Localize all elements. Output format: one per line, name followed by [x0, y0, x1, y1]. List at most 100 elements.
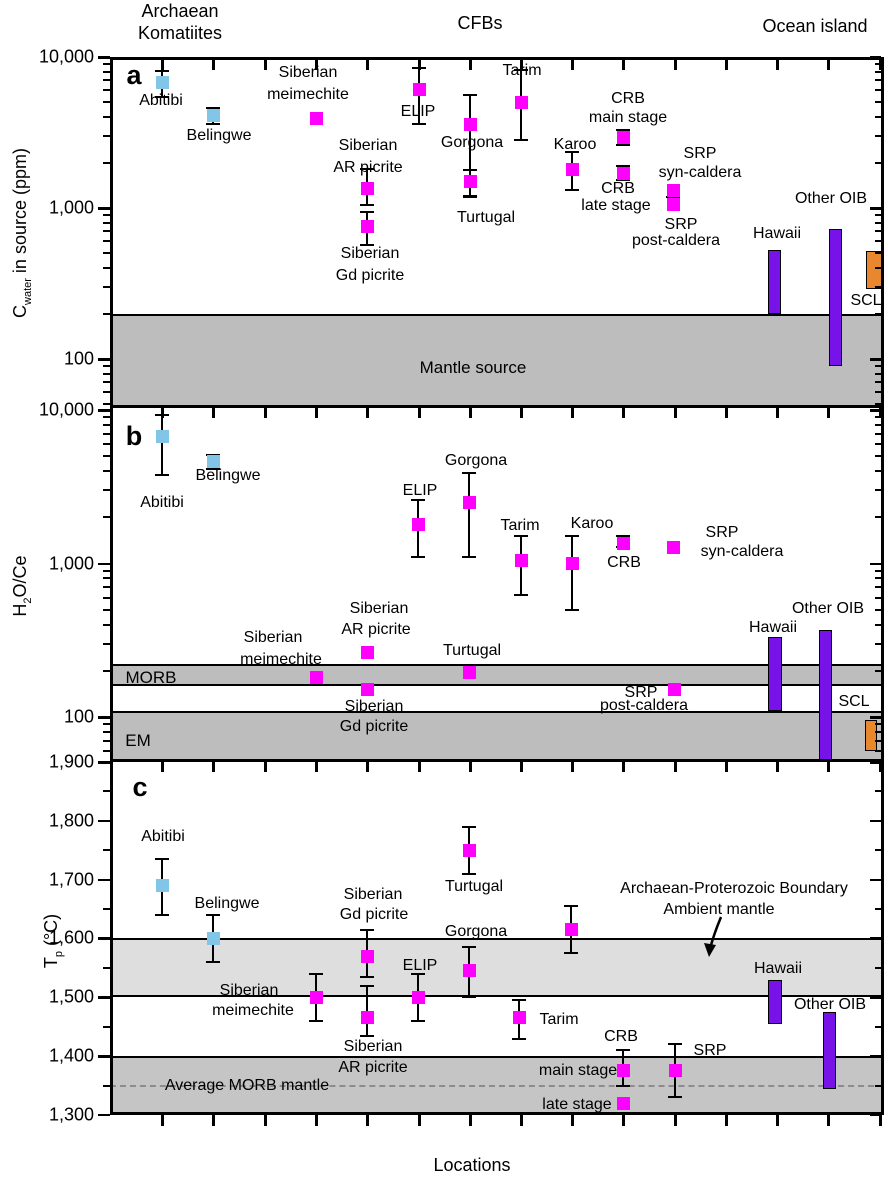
- label-morb: MORB: [125, 668, 177, 687]
- errorbar-cap-bottom-tarim: [514, 139, 528, 142]
- point-srp-post-caldera: [666, 197, 680, 211]
- label-belingwe: Belingwe: [186, 127, 252, 144]
- ytick-label-a-1-000: 1,000: [48, 197, 94, 218]
- ytick-minor-left-a-20: [103, 364, 110, 367]
- ytick-minor-left-b-6: [103, 423, 110, 426]
- ytick-minor-right-a-2: [875, 116, 881, 119]
- ytick-minor-right-c-1: [875, 849, 881, 852]
- ytick-minor-right-b-4: [875, 443, 881, 446]
- ytick-major-left-a-100: [98, 358, 110, 361]
- label-belingwe: Belingwe: [194, 895, 260, 912]
- errorbar-cap-top-karoo: [565, 150, 579, 153]
- xtick-top-b-8: [570, 408, 574, 418]
- ytick-minor-left-a-8: [103, 312, 110, 315]
- label-siberian: Siberian: [343, 886, 403, 903]
- ytick-major-left-c-1-500: [98, 996, 110, 999]
- xtick-top-c-5: [417, 762, 421, 772]
- label-meimechite: meimechite: [240, 651, 322, 668]
- range-bar-other-oib: [829, 228, 842, 366]
- label-srp: SRP: [693, 1042, 727, 1059]
- label-other-oib: Other OIB: [791, 600, 865, 617]
- ytick-minor-left-a-5: [103, 79, 110, 82]
- label-siberian: Siberian: [343, 1038, 403, 1055]
- label-crb: CRB: [601, 180, 635, 197]
- ytick-minor-right-a-17: [875, 391, 881, 394]
- ytick-label-c-1-400: 1,400: [48, 1045, 94, 1066]
- point-belingwe: [206, 931, 220, 945]
- ytick-minor-left-a-11: [103, 252, 110, 255]
- ytick-minor-left-a-12: [103, 240, 110, 243]
- ytick-minor-right-a-0: [875, 161, 881, 164]
- ytick-minor-left-b-7: [103, 416, 110, 419]
- xtick-top-b-4: [365, 408, 369, 418]
- xtick-top-b-12: [775, 408, 779, 418]
- label-siberian: Siberian: [349, 600, 409, 617]
- ytick-major-right-c-1-500: [870, 996, 881, 999]
- label-srp: SRP: [624, 684, 658, 701]
- point-karoo: [565, 163, 579, 177]
- ytick-minor-right-b-14: [875, 577, 881, 580]
- point-tarim: [512, 1011, 526, 1025]
- xtick-top-a-10: [673, 60, 677, 70]
- errorbar-cap-top-crb-late-stage: [616, 164, 630, 167]
- ytick-minor-right-b-5: [875, 432, 881, 435]
- ytick-minor-left-a-18: [103, 381, 110, 384]
- label-late-stage: late stage: [542, 1096, 612, 1113]
- xtick-top-c-6: [468, 762, 472, 772]
- xtick-top-c-9: [621, 762, 625, 772]
- errorbar-cap-bottom-siberian-gd-picrite: [360, 243, 374, 246]
- label-gorgona: Gorgona: [444, 452, 508, 469]
- ytick-minor-right-b-2: [875, 470, 881, 473]
- x-axis-title: Locations: [433, 1155, 511, 1175]
- label-siberian: Siberian: [344, 698, 404, 715]
- ytick-major-left-c-1-400: [98, 1055, 110, 1058]
- point-srp-syn-caldera: [666, 540, 680, 554]
- xtick-top-c-8: [570, 762, 574, 772]
- xtick-top-c-1: [211, 762, 215, 772]
- xtick-top-c-3: [314, 762, 318, 772]
- ytick-minor-left-a-6: [103, 70, 110, 73]
- errorbar-cap-bottom-srp: [668, 1096, 682, 1099]
- label-gd-picrite: Gd picrite: [335, 267, 405, 284]
- ytick-minor-left-c-3: [103, 966, 110, 969]
- ytick-minor-left-a-7: [103, 62, 110, 65]
- point-turtugal: [463, 175, 477, 189]
- ytick-minor-left-a-16: [103, 403, 110, 406]
- errorbar-cap-top-elip: [411, 972, 425, 975]
- ytick-minor-right-a-18: [875, 381, 881, 384]
- ytick-major-left-c-1-600: [98, 937, 110, 940]
- xtick-top-c-12: [775, 762, 779, 772]
- ytick-minor-right-b-7: [875, 416, 881, 419]
- ytick-minor-right-a-4: [875, 89, 881, 92]
- errorbar-cap-top-abitibi: [155, 69, 169, 72]
- label-ar-picrite: AR picrite: [333, 159, 403, 176]
- ytick-minor-right-b-0: [875, 516, 881, 519]
- group-archaean-komatiites: Archaean Komatiites: [137, 1, 223, 43]
- errorbar-cap-top-tarim: [514, 535, 528, 538]
- errorbar-cap-bottom-siberian-gd-picrite: [360, 975, 374, 978]
- label-crb: CRB: [604, 1028, 638, 1045]
- point-crb-main-stage: [616, 1064, 630, 1078]
- label-ar-picrite: AR picrite: [341, 621, 411, 638]
- xtick-top-a-1: [211, 60, 215, 70]
- ytick-minor-right-a-12: [875, 240, 881, 243]
- xtick-bottom-c-13: [826, 1115, 830, 1126]
- errorbar-cap-top-abitibi: [155, 858, 169, 861]
- label-tarim: Tarim: [500, 517, 540, 534]
- label-gorgona: Gorgona: [444, 923, 508, 940]
- range-bar-other-oib: [823, 1012, 836, 1089]
- label-scl: SCL: [838, 693, 870, 710]
- label-mantle-source: Mantle source: [419, 358, 527, 377]
- ytick-minor-left-a-4: [103, 89, 110, 92]
- xtick-top-a-4: [365, 60, 369, 70]
- label-ar-picrite: AR picrite: [338, 1059, 408, 1076]
- ytick-minor-right-a-1: [875, 134, 881, 137]
- label-main-stage: main stage: [538, 1062, 618, 1079]
- band-em-band: [110, 710, 884, 762]
- xtick-top-a-8: [570, 60, 574, 70]
- range-bar-scl: [865, 720, 877, 752]
- label-hawaii: Hawaii: [752, 225, 802, 242]
- ytick-minor-right-a-15: [875, 213, 881, 216]
- point-gorgona: [463, 118, 477, 132]
- errorbar-cap-top-siberian-meimechite: [309, 972, 323, 975]
